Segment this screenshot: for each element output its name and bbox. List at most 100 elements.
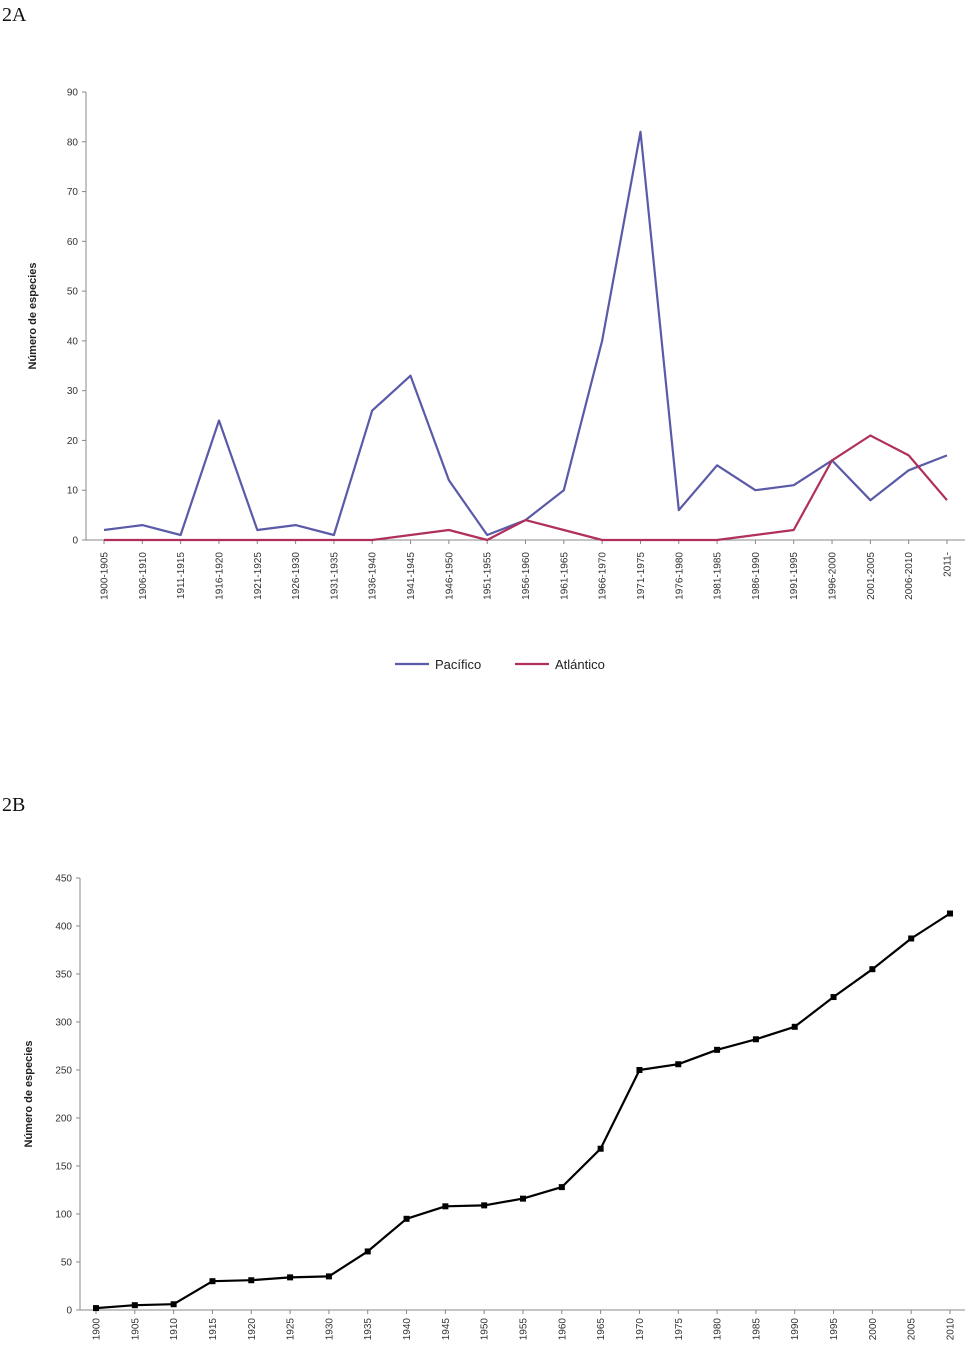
data-point: [830, 994, 837, 1001]
x-tick-label: 1970: [635, 1318, 646, 1341]
x-tick-label: 1980: [713, 1318, 724, 1341]
data-point: [481, 1202, 488, 1209]
data-point: [714, 1046, 721, 1053]
x-tick-label: 1906-1910: [138, 552, 149, 600]
y-tick-label: 0: [72, 536, 78, 547]
x-tick-label: 1985: [751, 1318, 762, 1341]
x-tick-label: 1971-1975: [636, 552, 647, 600]
x-tick-label: 1920: [247, 1318, 258, 1341]
x-tick-label: 1935: [363, 1318, 374, 1341]
data-point: [131, 1302, 138, 1309]
x-tick-label: 1950: [480, 1318, 491, 1341]
data-point: [947, 910, 953, 917]
chart-2a: 0 10 20 30 40 50 60 70 80 90 Número de especies 190…: [27, 88, 965, 672]
data-point: [248, 1277, 255, 1284]
data-point: [869, 966, 876, 973]
y-tick-label: 40: [67, 336, 79, 347]
x-tick-label: 1946-1950: [444, 552, 455, 600]
x-tick-label: 2006-2010: [904, 552, 915, 600]
x-tick-label: 2001-2005: [866, 552, 877, 600]
data-point: [209, 1278, 216, 1285]
x-tick-label: 2010: [946, 1318, 957, 1341]
data-point: [403, 1215, 410, 1222]
data-point: [908, 935, 915, 942]
series-line-2: [104, 434, 948, 542]
x-tick-label: 1951-1955: [483, 552, 494, 600]
y-tick-label: 10: [67, 486, 79, 497]
x-tick-label: 2011-: [943, 552, 954, 577]
y-tick-label: 350: [55, 970, 72, 981]
data-point: [791, 1023, 798, 1030]
data-point: [364, 1248, 371, 1255]
y-tick-label: 150: [55, 1162, 72, 1173]
x-tick-label: 1911-1915: [176, 552, 187, 600]
panel-label-2b: 2B: [2, 794, 26, 816]
x-tick-label: 1991-1995: [789, 552, 800, 600]
x-tick-label: 1931-1935: [329, 552, 340, 600]
y-tick-label: 70: [67, 187, 79, 198]
series-line-1: [103, 130, 948, 537]
x-tick-label: 1961-1965: [559, 552, 570, 600]
data-point: [675, 1061, 682, 1068]
y-tick-label: 200: [55, 1114, 72, 1125]
data-point: [93, 1305, 99, 1312]
y-tick-label: 30: [67, 386, 79, 397]
x-tick-label: 1966-1970: [598, 552, 609, 600]
x-tick-label: 1945: [441, 1318, 452, 1341]
y-tick-label: 450: [55, 874, 72, 885]
y-tick-label: 0: [66, 1306, 72, 1317]
x-tick-label: 1941-1945: [406, 552, 417, 600]
data-point: [520, 1195, 526, 1202]
y-tick-label: 400: [55, 922, 72, 933]
data-point: [752, 1036, 759, 1043]
data-point: [442, 1203, 449, 1210]
x-tick-label: 2005: [907, 1318, 918, 1341]
x-tick-label: 1940: [402, 1318, 413, 1341]
x-tick-label: 1976-1980: [674, 552, 685, 600]
x-tick-label: 1996-2000: [828, 552, 839, 600]
data-point: [287, 1274, 294, 1281]
x-tick-label: 1916-1920: [214, 552, 225, 600]
series-line-1: [95, 912, 951, 1310]
x-tick-label: 1986-1990: [751, 552, 762, 600]
x-tick-label: 1925: [286, 1318, 297, 1341]
x-tick-label: 1900: [92, 1318, 103, 1341]
data-point: [558, 1184, 565, 1191]
chart-2b: 0 50 100 150 200 250 300 350 400 450 Número de esp…: [23, 874, 965, 1341]
x-tick-label: 1960: [557, 1318, 568, 1341]
y-axis-title: Número de especies: [27, 263, 39, 370]
x-tick-label: 1975: [674, 1318, 685, 1341]
y-tick-label: 50: [67, 287, 79, 298]
x-tick-label: 1981-1985: [713, 552, 724, 600]
legend: Pacífico Atlántico: [395, 657, 605, 672]
x-tick-label: 1910: [169, 1318, 180, 1341]
y-tick-label: 80: [67, 137, 79, 148]
x-tick-label: 1995: [829, 1318, 840, 1341]
x-tick-label: 2000: [868, 1318, 879, 1341]
y-tick-label: 60: [67, 237, 79, 248]
x-tick-label: 1905: [130, 1318, 141, 1341]
y-tick-label: 50: [61, 1258, 73, 1269]
x-tick-label: 1955: [519, 1318, 530, 1341]
x-tick-label: 1926-1930: [291, 552, 302, 600]
x-tick-label: 1956-1960: [521, 552, 532, 600]
data-point: [636, 1067, 643, 1073]
x-tick-label: 1921-1925: [253, 552, 264, 600]
y-tick-label: 100: [55, 1210, 72, 1221]
y-tick-label: 300: [55, 1018, 72, 1029]
x-tick-label: 1900-1905: [100, 552, 111, 600]
legend-label-2: Atlántico: [555, 657, 605, 672]
x-tick-label: 1990: [790, 1318, 801, 1341]
legend-label-1: Pacífico: [435, 657, 481, 672]
data-point: [325, 1273, 332, 1280]
x-tick-label: 1936-1940: [368, 552, 379, 600]
panel-label-2a: 2A: [2, 4, 27, 26]
x-tick-label: 1930: [324, 1318, 335, 1341]
y-tick-label: 250: [55, 1066, 72, 1077]
y-axis-title: Número de especies: [23, 1041, 35, 1148]
data-point: [597, 1145, 604, 1152]
x-tick-label: 1965: [596, 1318, 607, 1341]
y-tick-label: 90: [67, 88, 79, 99]
data-point: [170, 1301, 177, 1308]
